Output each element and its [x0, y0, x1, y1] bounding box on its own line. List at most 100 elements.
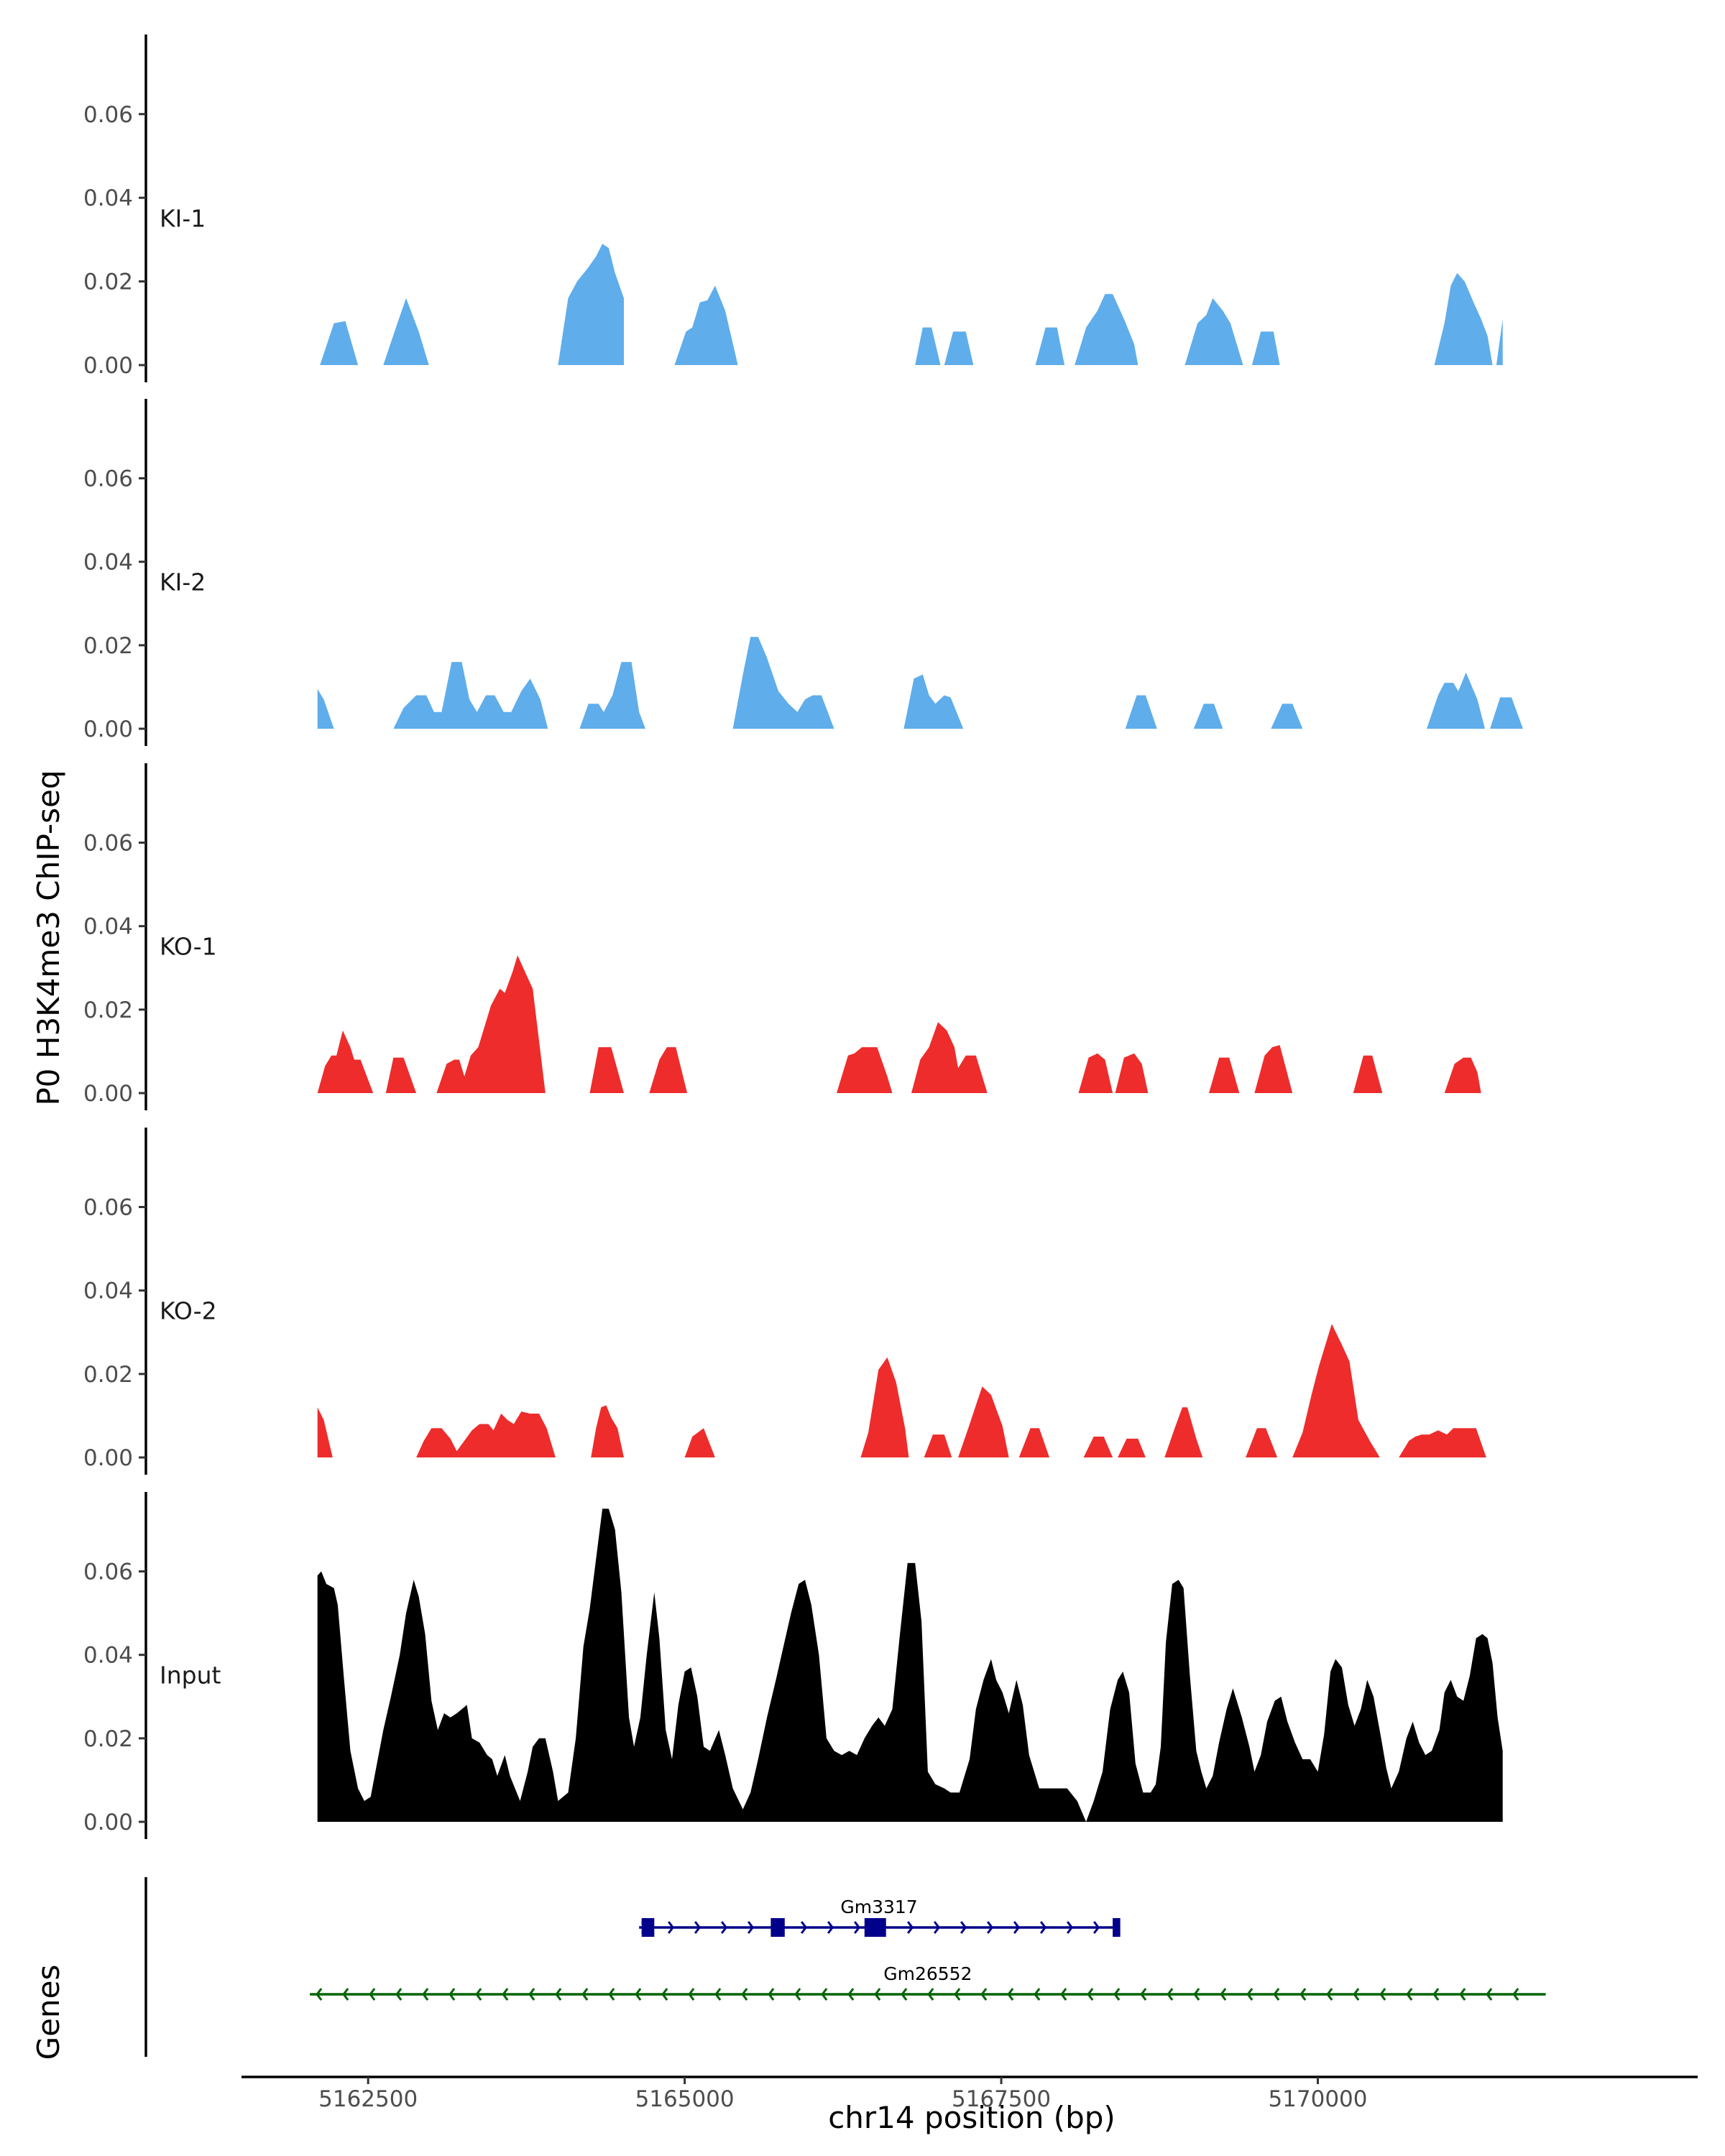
gene-gm3317: Gm3317	[639, 1897, 1121, 1937]
y-tick-label: 0.04	[83, 1279, 133, 1304]
exon-block	[770, 1918, 785, 1937]
strand-arrow	[688, 1988, 695, 2001]
strand-arrow	[954, 1988, 961, 2001]
exon-block	[641, 1918, 655, 1937]
y-tick-label: 0.02	[83, 633, 133, 659]
strand-arrow	[980, 1988, 988, 2001]
strand-arrow	[1193, 1988, 1200, 2001]
y-tick-label: 0.02	[83, 998, 133, 1023]
tracks-layer: 0.00 0.02 0.04 0.06 KI-1 0.00 0.02 0.04 0.06 KI-2…	[83, 34, 1725, 1839]
strand-arrow	[667, 1921, 675, 1934]
y-tick-label: 0.02	[83, 270, 133, 295]
y-axis-title: P0 H3K4me3 ChIP-seq	[31, 770, 66, 1105]
strand-arrow	[342, 1988, 349, 2001]
axes-layer: 5162500 5165000 5167500 5170000	[242, 2076, 1698, 2112]
strand-arrow	[422, 1988, 429, 2001]
strand-arrow	[1039, 1921, 1047, 1934]
strand-arrow	[1406, 1988, 1413, 2001]
gene-name: Gm26552	[883, 1963, 972, 1984]
signal-area-input	[317, 1508, 1503, 1822]
y-tick-label: 0.06	[83, 1560, 133, 1585]
strand-arrow	[747, 1921, 755, 1934]
y-tick-label: 0.06	[83, 831, 133, 857]
y-tick-label: 0.02	[83, 1362, 133, 1388]
signal-area-ki-1	[320, 244, 1725, 365]
strand-arrow	[475, 1988, 482, 2001]
strand-arrow	[927, 1988, 934, 2001]
strand-arrow	[581, 1988, 589, 2001]
y-tick-label: 0.00	[83, 353, 133, 379]
gene-name: Gm3317	[840, 1897, 917, 1917]
strand-arrow	[1246, 1988, 1254, 2001]
signal-area-ki-2	[317, 637, 1523, 729]
strand-arrow	[714, 1988, 722, 2001]
strand-arrow	[1459, 1988, 1466, 2001]
strand-arrow	[720, 1921, 728, 1934]
strand-arrow	[853, 1921, 861, 1934]
strand-arrow	[1273, 1988, 1280, 2001]
strand-arrow	[1140, 1988, 1147, 2001]
strand-arrow	[901, 1988, 908, 2001]
y-tick-label: 0.00	[83, 1081, 133, 1107]
track-label: KO-2	[160, 1297, 217, 1325]
x-tick-label: 5167500	[952, 2086, 1051, 2112]
y-tick-label: 0.04	[83, 185, 133, 211]
strand-arrow	[608, 1988, 615, 2001]
track-ki-2: 0.00 0.02 0.04 0.06 KI-2	[83, 399, 1523, 746]
genes-axis-title: Genes	[31, 1965, 66, 2060]
strand-arrow	[1353, 1988, 1360, 2001]
y-tick-label: 0.06	[83, 102, 133, 128]
strand-arrow	[502, 1988, 509, 2001]
strand-arrow	[768, 1988, 775, 2001]
strand-arrow	[528, 1988, 535, 2001]
strand-arrow	[1034, 1988, 1041, 2001]
y-tick-label: 0.06	[83, 1195, 133, 1221]
track-label: Input	[160, 1662, 221, 1690]
exon-block	[864, 1918, 886, 1937]
strand-arrow	[448, 1988, 456, 2001]
y-tick-label: 0.04	[83, 914, 133, 940]
strand-arrow	[555, 1988, 562, 2001]
strand-arrow	[1060, 1988, 1067, 2001]
strand-arrow	[1379, 1988, 1386, 2001]
strand-arrow	[1432, 1988, 1440, 2001]
strand-arrow	[960, 1921, 967, 1934]
y-tick-label: 0.00	[83, 717, 133, 742]
strand-arrow	[1092, 1921, 1100, 1934]
strand-arrow	[1167, 1988, 1174, 2001]
strand-arrow	[1220, 1988, 1227, 2001]
y-tick-label: 0.06	[83, 466, 133, 492]
strand-arrow	[694, 1921, 702, 1934]
strand-arrow	[1300, 1988, 1307, 2001]
strand-arrow	[821, 1988, 828, 2001]
exon-block	[1113, 1918, 1121, 1937]
strand-arrow	[794, 1988, 801, 2001]
strand-arrow	[741, 1988, 748, 2001]
signal-area-ko-1	[317, 955, 1481, 1093]
y-tick-label: 0.00	[83, 1445, 133, 1471]
y-tick-label: 0.02	[83, 1726, 133, 1752]
strand-arrow	[395, 1988, 402, 2001]
strand-arrow	[874, 1988, 881, 2001]
strand-arrow	[906, 1921, 914, 1934]
strand-arrow	[933, 1921, 941, 1934]
strand-arrow	[1326, 1988, 1333, 2001]
strand-arrow	[1486, 1988, 1493, 2001]
y-tick-label: 0.04	[83, 1643, 133, 1669]
strand-arrow	[986, 1921, 994, 1934]
track-label: KI-2	[160, 568, 206, 596]
strand-arrow	[1013, 1921, 1021, 1934]
signal-area-ko-2	[317, 1324, 1486, 1457]
track-label: KI-1	[160, 204, 206, 232]
strand-arrow	[1113, 1988, 1121, 2001]
genes-layer: Gm3317 Gm26552	[144, 1877, 1546, 2057]
strand-arrow	[661, 1988, 668, 2001]
strand-arrow	[1512, 1988, 1519, 2001]
y-tick-label: 0.00	[83, 1810, 133, 1835]
strand-arrow	[316, 1988, 323, 2001]
strand-arrow	[1066, 1921, 1074, 1934]
strand-arrow	[827, 1921, 834, 1934]
track-label: KO-1	[160, 933, 217, 961]
strand-arrow	[847, 1988, 855, 2001]
